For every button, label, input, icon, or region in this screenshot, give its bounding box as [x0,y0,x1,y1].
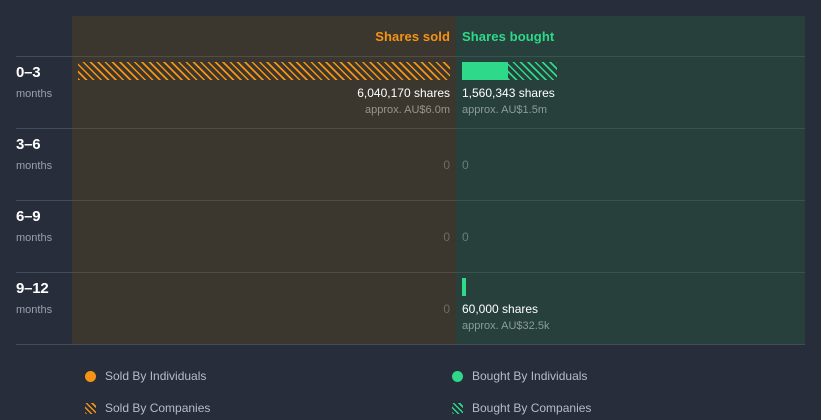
chart-bottom-divider [16,344,805,345]
row-divider-bought [456,128,805,129]
shares-sold-cell[interactable]: 0 [72,200,456,272]
bar-sold-by-companies[interactable] [78,62,450,80]
row-divider-sold [72,56,456,57]
chart-row: 9–12 months 0 60,000 shares approx. AU$32.5k [0,272,821,344]
shares-bought-values: 60,000 shares approx. AU$32.5k [462,300,549,335]
chart-row: 3–6 months 0 0 [0,128,821,200]
chart-legend: Sold By Individuals Sold By Companies Bou… [0,360,821,420]
shares-sold-value: 6,040,170 shares [357,86,450,100]
legend-item[interactable]: Sold By Companies [85,392,210,420]
shares-sold-values: 0 [443,156,450,174]
shares-bought-values: 0 [462,228,469,246]
row-divider-sold [72,128,456,129]
row-divider-sold [72,272,456,273]
row-period: 3–6 months [16,136,72,174]
row-period: 9–12 months [16,280,72,318]
shares-bought-cell[interactable]: 1,560,343 shares approx. AU$1.5m [456,56,805,128]
legend-item-label: Sold By Companies [105,401,211,415]
shares-sold-cell[interactable]: 0 [72,128,456,200]
shares-bought-value: 60,000 shares [462,302,539,316]
row-divider-sold [72,200,456,201]
legend-item-label: Sold By Individuals [105,369,207,383]
legend-hatch-icon [452,402,463,414]
shares-bought-approx-value: approx. AU$1.5m [462,104,547,116]
shares-bought-values: 0 [462,156,469,174]
shares-bought-header-label: Shares bought [462,28,555,44]
bar-bought-by-individuals[interactable] [462,278,466,296]
bar-bought-by-companies[interactable] [508,62,557,80]
row-period: 6–9 months [16,208,72,246]
legend-column-sold: Sold By Individuals Sold By Companies [85,360,210,420]
shares-sold-cell[interactable]: 0 [72,272,456,344]
shares-bought-values: 1,560,343 shares approx. AU$1.5m [462,84,555,119]
row-period-range: 6–9 [16,208,41,225]
row-period-unit: months [16,160,53,172]
row-period-unit: months [16,304,53,316]
legend-dot-icon [85,370,96,382]
row-period-unit: months [16,88,53,100]
shares-bought-value: 0 [462,158,469,172]
shares-sold-value: 0 [443,158,450,172]
shares-bought-cell[interactable]: 60,000 shares approx. AU$32.5k [456,272,805,344]
row-divider-bought [456,200,805,201]
shares-sold-header-label: Shares sold [375,28,450,44]
row-period-range: 0–3 [16,64,41,81]
shares-sold-value: 0 [443,230,450,244]
shares-sold-cell[interactable]: 6,040,170 shares approx. AU$6.0m [72,56,456,128]
shares-bought-cell[interactable]: 0 [456,200,805,272]
row-period-range: 9–12 [16,280,49,297]
shares-bought-approx-value: approx. AU$32.5k [462,320,550,332]
shares-sold-approx-value: approx. AU$6.0m [365,104,450,116]
shares-sold-values: 6,040,170 shares approx. AU$6.0m [357,84,450,119]
legend-dot-icon [452,370,463,382]
shares-sold-value: 0 [443,302,450,316]
chart-row: 6–9 months 0 0 [0,200,821,272]
shares-bought-cell[interactable]: 0 [456,128,805,200]
bar-bought-by-individuals[interactable] [462,62,508,80]
legend-item-label: Bought By Companies [472,401,592,415]
shares-sold-values: 0 [443,228,450,246]
legend-item-label: Bought By Individuals [472,369,588,383]
row-period-range: 3–6 [16,136,41,153]
legend-hatch-icon [85,402,96,414]
legend-item[interactable]: Bought By Companies [452,392,591,420]
chart-rows: 0–3 months 6,040,170 shares approx. AU$6.0m… [0,56,821,344]
row-period-unit: months [16,232,53,244]
shares-bought-value: 0 [462,230,469,244]
shares-bought-value: 1,560,343 shares [462,86,555,100]
legend-column-bought: Bought By Individuals Bought By Companies [452,360,591,420]
shares-sold-values: 0 [443,300,450,318]
legend-item[interactable]: Bought By Individuals [452,360,591,392]
row-divider-bought [456,56,805,57]
row-divider-bought [456,272,805,273]
chart-row: 0–3 months 6,040,170 shares approx. AU$6.0m… [0,56,821,128]
chart-header: Shares sold Shares bought [0,16,821,56]
legend-item[interactable]: Sold By Individuals [85,360,210,392]
row-period: 0–3 months [16,64,72,102]
